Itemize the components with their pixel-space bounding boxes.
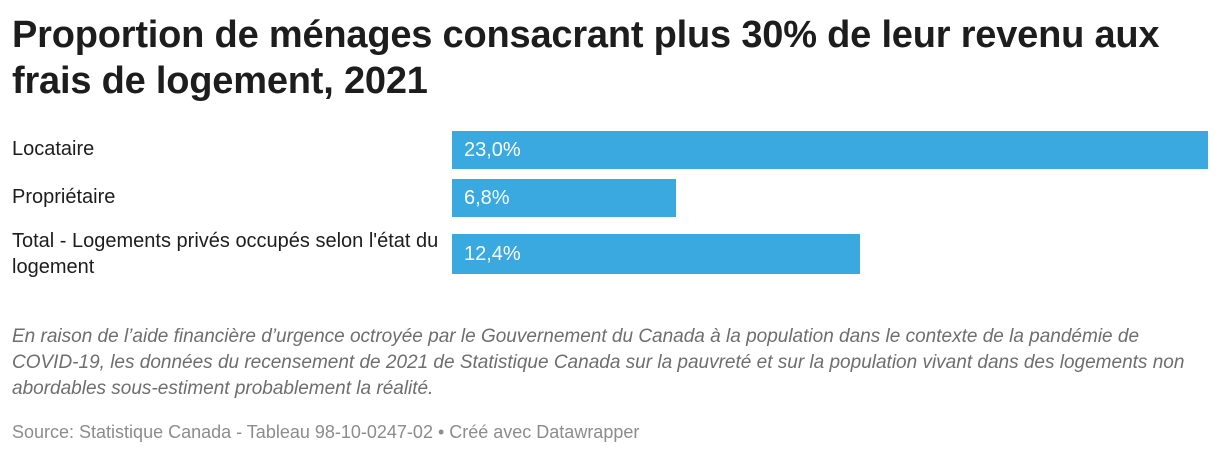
bar-value-label: 12,4% [464,243,521,265]
bar-value-label: 6,8% [464,187,510,209]
bar-chart: Locataire 23,0% Propriétaire 6,8% Total - Lo… [0,130,1220,278]
bar: 6,8% [452,179,676,217]
bar-value-label: 23,0% [464,139,521,161]
category-label: Total - Logements privés occupés selon l… [12,230,439,278]
chart-source: Source: Statistique Canada - Tableau 98-… [12,422,640,442]
bar: 12,4% [452,234,860,274]
chart-notes: En raison de l’aide financière d’urgence… [12,326,1185,399]
bar-row: Locataire 23,0% [0,130,1220,170]
bar-row: Propriétaire 6,8% [0,178,1220,218]
bar: 23,0% [452,131,1208,169]
bar-row: Total - Logements privés occupés selon l… [0,226,1220,278]
category-label: Propriétaire [12,186,116,208]
chart-title: Proportion de ménages consacrant plus 30… [12,14,1160,102]
category-label: Locataire [12,138,95,160]
